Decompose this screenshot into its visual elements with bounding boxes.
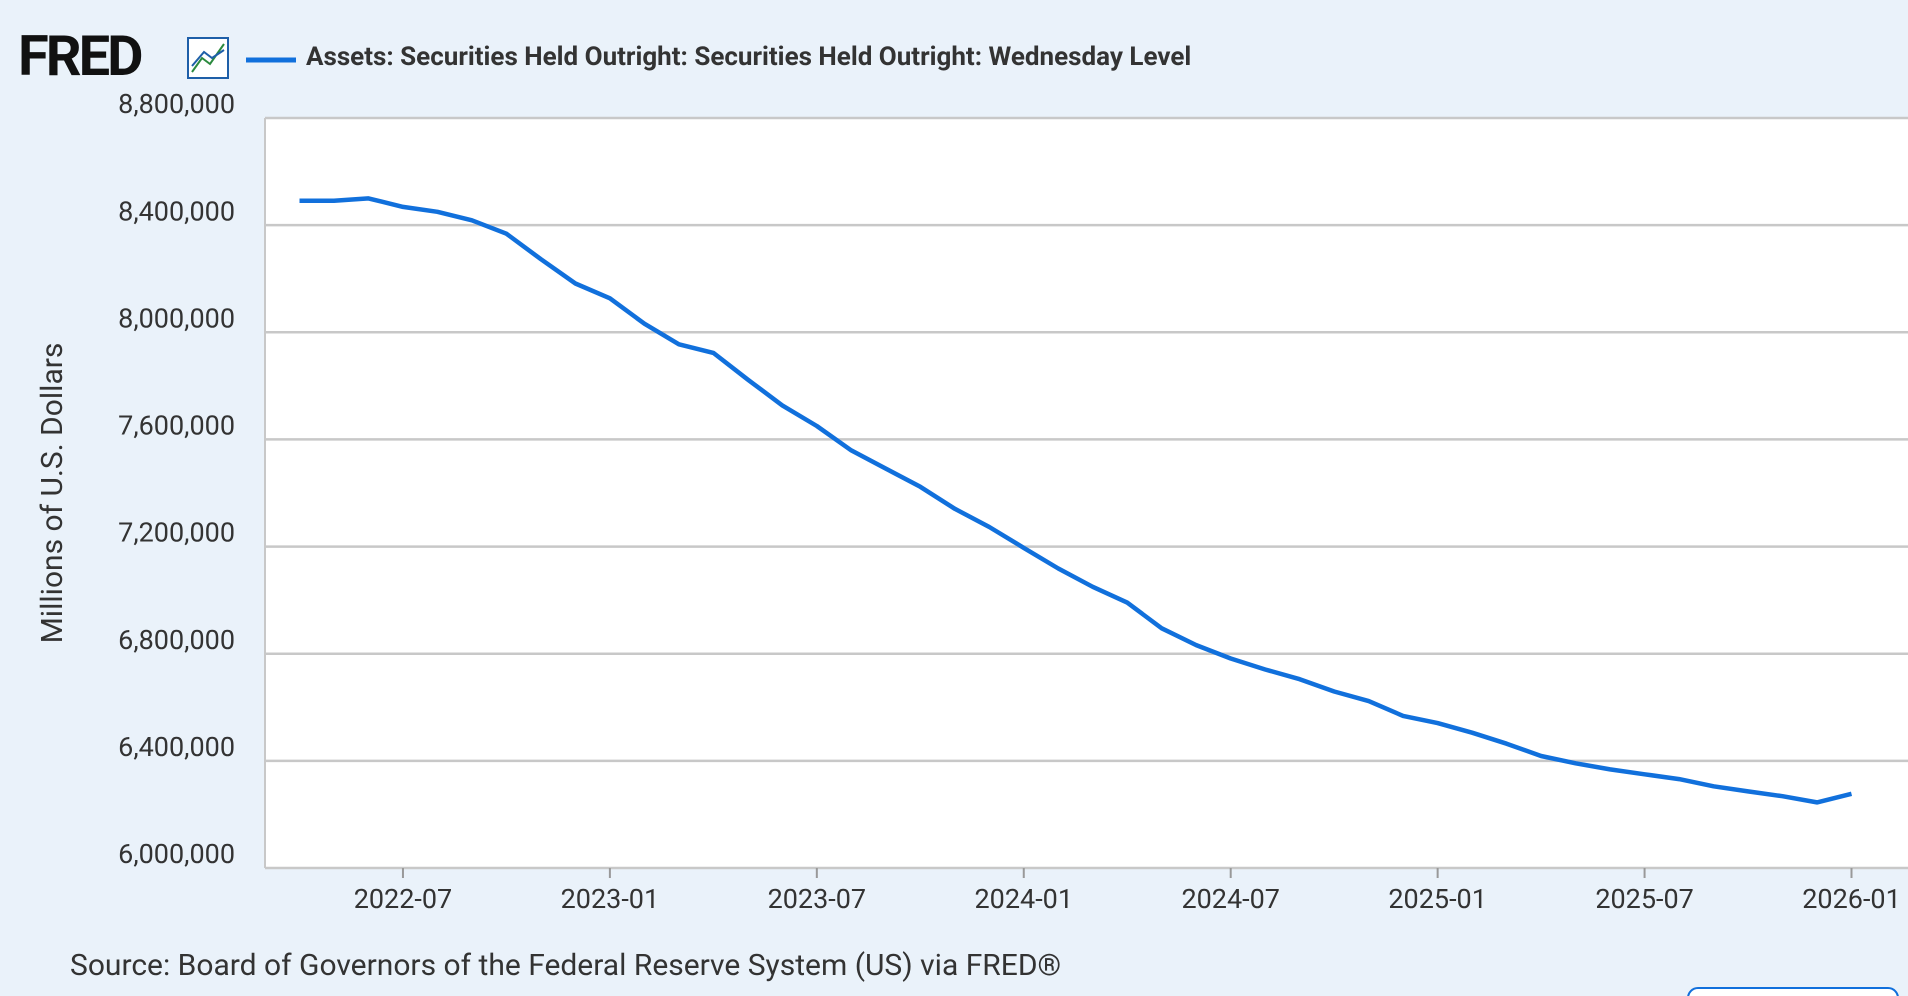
logo[interactable]: FRED: [18, 23, 145, 89]
x-tick-label: 2025-01: [1388, 883, 1487, 915]
y-tick-label: 6,400,000: [118, 731, 235, 763]
plot-area: [265, 118, 1908, 868]
button[interactable]: [1687, 987, 1899, 996]
legend-label: Assets: Securities Held Outright: Securi…: [306, 42, 1191, 72]
y-tick-label: 8,400,000: [118, 195, 235, 227]
x-tick-label: 2023-07: [768, 883, 867, 915]
x-tick-label: 2024-01: [975, 883, 1074, 915]
x-tick-label: 2023-01: [561, 883, 660, 915]
y-tick-label: 6,800,000: [118, 624, 235, 656]
y-axis-label: Millions of U.S. Dollars: [35, 343, 70, 644]
x-tick-label: 2025-07: [1595, 883, 1694, 915]
x-tick-label: 2026-01: [1802, 883, 1901, 915]
x-tick-label: 2024-07: [1181, 883, 1280, 915]
y-tick-label: 7,600,000: [118, 410, 235, 442]
y-tick-label: 6,000,000: [118, 838, 235, 870]
logo-icon: [187, 37, 229, 79]
y-tick-label: 8,000,000: [118, 302, 235, 334]
y-tick-label: 7,200,000: [118, 517, 235, 549]
y-tick-label: 8,800,000: [118, 88, 235, 120]
x-tick-label: 2022-07: [354, 883, 453, 915]
data-line: [299, 196, 1853, 805]
source: Source: Board of Governors of the Federa…: [70, 948, 1061, 983]
